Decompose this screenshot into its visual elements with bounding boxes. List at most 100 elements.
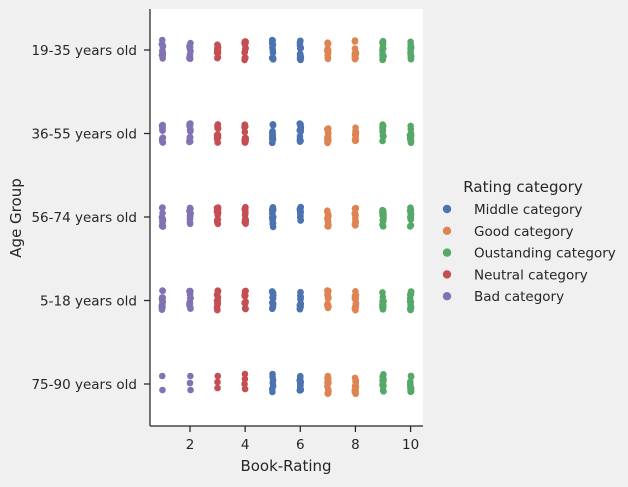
- data-point: [186, 128, 194, 135]
- data-point: [241, 305, 249, 312]
- data-point: [159, 53, 166, 60]
- data-point: [379, 55, 387, 62]
- data-point: [242, 39, 249, 47]
- y-ticks: 19-35 years old 36-55 years old 56-74 year…: [31, 43, 150, 393]
- y-tick-label: 5-18 years old: [40, 294, 137, 310]
- data-point: [352, 378, 359, 385]
- points-layer: [158, 36, 415, 398]
- data-point: [297, 44, 305, 52]
- data-point: [324, 45, 331, 53]
- data-point: [268, 139, 276, 147]
- data-point: [296, 138, 304, 145]
- legend-label: Oustanding category: [474, 246, 616, 262]
- data-point: [296, 301, 304, 309]
- data-point: [352, 217, 359, 225]
- x-tick-label: 2: [186, 437, 195, 453]
- legend-marker: [442, 270, 452, 279]
- x-ticks: 2 4 6 8 10: [186, 426, 419, 453]
- data-point: [324, 139, 331, 147]
- y-tick-label: 75-90 years old: [31, 377, 137, 393]
- data-point: [380, 133, 387, 140]
- data-point: [297, 128, 304, 135]
- data-point: [297, 289, 304, 296]
- data-point: [297, 54, 305, 61]
- y-tick-label: 19-35 years old: [31, 43, 137, 59]
- data-point: [186, 120, 193, 128]
- data-point: [352, 300, 360, 308]
- data-point: [379, 39, 386, 46]
- data-point: [297, 216, 305, 224]
- data-point: [352, 293, 359, 301]
- data-point: [213, 291, 221, 299]
- data-point: [379, 289, 386, 296]
- data-point: [214, 300, 221, 308]
- data-point: [158, 122, 166, 129]
- data-point: [296, 373, 304, 381]
- data-point: [214, 209, 221, 217]
- legend-label: Middle category: [474, 202, 583, 218]
- data-point: [269, 388, 276, 396]
- data-point: [324, 375, 332, 383]
- data-point: [407, 139, 415, 147]
- data-point: [214, 124, 221, 132]
- data-point: [407, 222, 415, 229]
- data-point: [186, 300, 194, 308]
- data-point: [269, 203, 277, 211]
- data-point: [241, 139, 249, 146]
- data-point: [241, 216, 249, 223]
- data-point: [159, 217, 166, 224]
- data-point: [407, 206, 415, 213]
- data-point: [323, 125, 331, 133]
- data-point: [241, 292, 249, 299]
- data-point: [296, 208, 304, 216]
- data-point: [324, 40, 331, 47]
- legend-marker: [442, 292, 452, 301]
- data-point: [351, 210, 359, 217]
- x-tick-label: 8: [351, 437, 360, 453]
- data-point: [406, 131, 414, 139]
- data-point: [407, 126, 415, 133]
- data-point: [241, 206, 249, 214]
- data-point: [379, 380, 386, 388]
- data-point: [379, 304, 386, 312]
- data-point: [214, 372, 222, 380]
- data-point: [352, 54, 359, 62]
- data-point: [241, 48, 249, 56]
- data-point: [269, 122, 277, 129]
- y-tick-label: 56-74 years old: [31, 210, 137, 226]
- data-point: [296, 387, 304, 394]
- legend: Rating category Middle category Good cate…: [442, 178, 616, 305]
- data-point: [351, 37, 359, 44]
- data-point: [324, 55, 332, 63]
- data-point: [159, 287, 167, 295]
- data-point: [214, 47, 222, 54]
- plot-area: [150, 9, 423, 426]
- data-point: [186, 209, 194, 217]
- data-point: [269, 299, 277, 307]
- data-point: [324, 291, 331, 299]
- data-point: [268, 40, 276, 48]
- data-point: [324, 134, 331, 141]
- data-point: [187, 372, 194, 380]
- data-point: [379, 121, 386, 128]
- data-point: [158, 204, 166, 212]
- legend-label: Bad category: [474, 289, 564, 305]
- data-point: [214, 378, 221, 386]
- data-point: [379, 297, 386, 305]
- data-point: [159, 41, 166, 49]
- data-point: [352, 288, 359, 295]
- data-point: [269, 220, 277, 227]
- data-point: [269, 49, 277, 57]
- data-point: [407, 384, 415, 392]
- legend-title: Rating category: [463, 178, 583, 196]
- data-point: [379, 207, 386, 215]
- data-point: [296, 380, 304, 388]
- data-point: [241, 385, 249, 393]
- data-point: [352, 127, 359, 135]
- data-point: [186, 138, 194, 145]
- legend-marker: [442, 204, 452, 214]
- data-point: [379, 128, 386, 135]
- data-point: [241, 375, 249, 383]
